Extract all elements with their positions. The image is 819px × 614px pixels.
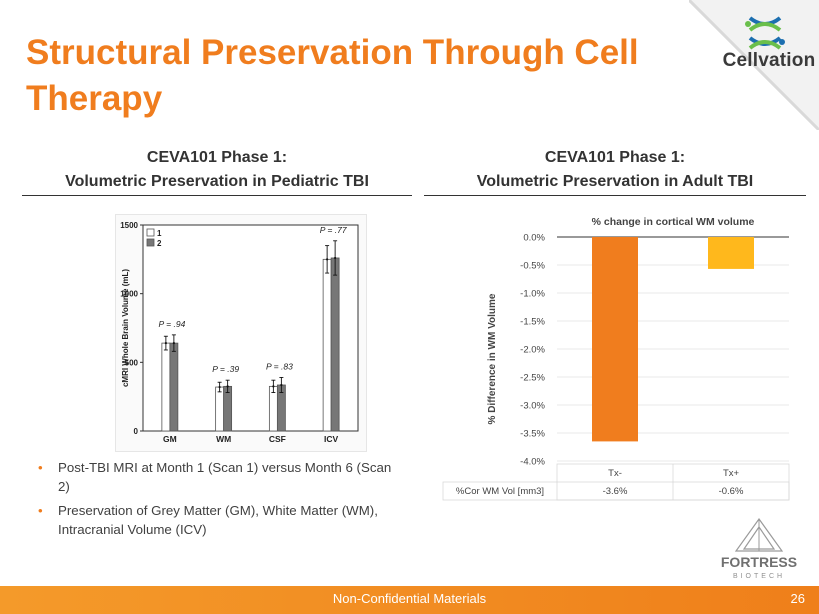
right-panel-heading: CEVA101 Phase 1: Volumetric Preservation… xyxy=(424,146,806,196)
y-tick-label: -0.5% xyxy=(520,261,545,272)
x-tick-label: CSF xyxy=(269,434,286,444)
mean-point xyxy=(172,342,175,345)
y-tick-label: 1500 xyxy=(120,221,138,230)
right-heading-line1: CEVA101 Phase 1: xyxy=(544,149,686,166)
bullet-item: • Post-TBI MRI at Month 1 (Scan 1) versus… xyxy=(38,460,392,494)
y-tick-label: -3.5% xyxy=(520,429,545,440)
table-row-header: %Cor WM Vol [mm3] xyxy=(456,486,544,497)
footer-text: Non-Confidential Materials xyxy=(332,591,487,606)
chart-title: % change in cortical WM volume xyxy=(592,216,755,228)
y-tick-label: -3.0% xyxy=(520,401,545,412)
page-number: 26 xyxy=(790,591,805,606)
corner-decoration xyxy=(689,0,819,130)
y-tick-label: 0 xyxy=(134,427,139,436)
y-tick-label: -4.0% xyxy=(520,457,545,468)
p-value-label: P = .39 xyxy=(212,364,239,374)
plot-area xyxy=(142,224,359,432)
x-tick-label: Tx+ xyxy=(723,468,740,479)
adult-wm-chart: % change in cortical WM volume 0.0% -0.5% -… xyxy=(442,216,790,501)
cellvation-logo-icon xyxy=(745,16,785,50)
legend-swatch xyxy=(146,228,155,237)
y-tick-label: 500 xyxy=(125,358,139,367)
mean-point xyxy=(218,385,221,389)
fortress-logo-sub: BIOTECH xyxy=(733,573,785,580)
cellvation-logo-text: Cellvation xyxy=(722,50,816,71)
fortress-logo-text: FORTRESS xyxy=(721,554,797,570)
right-heading-line2: Volumetric Preservation in Adult TBI xyxy=(424,170,806,196)
slide-title: Structural Preservation Through Cell The… xyxy=(26,33,639,118)
y-tick-label: -1.5% xyxy=(520,317,545,328)
mean-point xyxy=(272,385,275,388)
y-tick-label: -2.0% xyxy=(520,345,545,356)
pediatric-volume-chart: 0 500 1000 1500 cMRI Whole Brain Volume (mL)… xyxy=(115,214,367,452)
p-value-label: P = .94 xyxy=(158,319,185,329)
mean-point xyxy=(280,383,283,387)
y-tick-label: 1000 xyxy=(120,290,138,299)
y-axis-label: % Difference in WM Volume xyxy=(487,293,498,424)
y-tick-label: -1.0% xyxy=(520,289,545,300)
legend-swatch xyxy=(146,238,155,247)
bar xyxy=(161,342,171,432)
mean-point xyxy=(334,256,337,260)
mean-point xyxy=(164,342,167,345)
bar xyxy=(268,385,278,432)
bar xyxy=(592,237,638,442)
x-tick-label: WM xyxy=(216,434,231,444)
legend-label: 1 xyxy=(157,229,162,238)
bar xyxy=(223,385,233,432)
mean-point xyxy=(226,385,229,388)
bullet-list: • Post-TBI MRI at Month 1 (Scan 1) versus… xyxy=(38,458,398,544)
p-value-label: P = .77 xyxy=(320,225,347,235)
mean-point xyxy=(326,258,329,261)
legend-label: 2 xyxy=(157,239,162,248)
bar xyxy=(708,237,754,269)
y-tick-label: 0.0% xyxy=(523,233,545,244)
left-panel-heading: CEVA101 Phase 1: Volumetric Preservation… xyxy=(22,146,412,196)
bar xyxy=(169,342,179,432)
table-cell-value: -3.6% xyxy=(603,486,628,497)
fortress-logo-icon: FORTRESS BIOTECH xyxy=(721,517,797,580)
x-tick-label: Tx- xyxy=(608,468,622,479)
bullet-item: • Preservation of Grey Matter (GM), White… xyxy=(38,503,378,537)
p-value-label: P = .83 xyxy=(266,361,293,371)
x-tick-label: GM xyxy=(163,434,177,444)
y-axis-label: cMRI Whole Brain Volume (mL) xyxy=(121,269,130,387)
bar xyxy=(322,258,332,432)
left-heading-line1: CEVA101 Phase 1: xyxy=(146,149,288,166)
left-heading-line2: Volumetric Preservation in Pediatric TBI xyxy=(22,170,412,196)
table-cell-value: -0.6% xyxy=(719,486,744,497)
bar xyxy=(215,386,225,432)
bar xyxy=(330,257,340,432)
y-tick-label: -2.5% xyxy=(520,373,545,384)
footer-bar: Non-Confidential Materials 26 xyxy=(0,586,819,614)
x-tick-label: ICV xyxy=(324,434,339,444)
